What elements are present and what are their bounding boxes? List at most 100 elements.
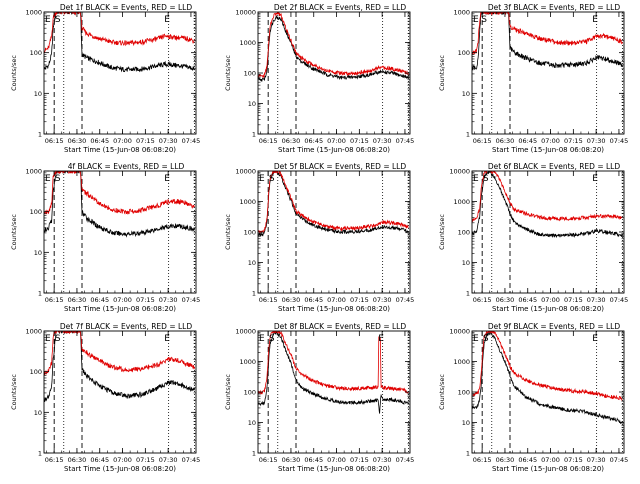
y-tick-label: 100 xyxy=(458,229,470,237)
x-tick-label: 07:30 xyxy=(373,137,392,145)
event-marker-label: E xyxy=(259,334,265,344)
x-tick-label: 07:45 xyxy=(182,137,201,145)
y-tick-label: 10 xyxy=(462,90,470,98)
lld-series-line xyxy=(258,331,409,395)
y-tick-label: 1000 xyxy=(25,9,42,17)
x-tick-label: 07:45 xyxy=(396,137,415,145)
y-tick-label: 10 xyxy=(34,249,42,257)
x-axis-label: Start Time (15-Jun-08 06:08:20) xyxy=(492,465,604,473)
y-axis-label: Counts/sec xyxy=(10,374,18,410)
x-tick-label: 07:00 xyxy=(327,296,346,304)
x-tick-label: 07:45 xyxy=(396,456,415,464)
x-tick-label: 06:30 xyxy=(282,456,301,464)
x-axis-label: Start Time (15-Jun-08 06:08:20) xyxy=(278,146,390,154)
x-tick-label: 07:45 xyxy=(182,456,201,464)
x-tick-label: 06:30 xyxy=(496,137,515,145)
x-tick-label: 06:15 xyxy=(259,137,278,145)
panel-title: Det 1f BLACK = Events, RED = LLD xyxy=(60,3,193,12)
events-series-line xyxy=(258,331,409,414)
x-tick-label: 06:45 xyxy=(304,137,323,145)
x-tick-label: 06:15 xyxy=(259,456,278,464)
panel-title: Det 9f BLACK = Events, RED = LLD xyxy=(488,322,621,331)
event-marker-label: E xyxy=(378,334,384,344)
event-marker-label: E xyxy=(164,15,170,25)
event-marker-label: E xyxy=(592,334,598,344)
events-series-line xyxy=(472,12,623,71)
event-marker-label: E xyxy=(164,334,170,344)
x-tick-label: 06:30 xyxy=(68,137,87,145)
y-tick-label: 1000 xyxy=(453,9,470,17)
x-tick-label: 06:45 xyxy=(304,296,323,304)
y-tick-label: 10 xyxy=(462,419,470,427)
events-series-line xyxy=(258,171,409,237)
y-axis-label: Counts/sec xyxy=(224,374,232,410)
y-tick-label: 1 xyxy=(38,290,42,298)
event-marker-label: E xyxy=(45,334,51,344)
panel-title: Det 3f BLACK = Events, RED = LLD xyxy=(488,3,621,12)
y-tick-label: 10000 xyxy=(235,328,256,336)
y-tick-label: 100 xyxy=(30,208,42,216)
detector-panel-2: Det 2f BLACK = Events, RED = LLD 1 10 100 10… xyxy=(224,3,414,154)
y-tick-label: 1000 xyxy=(239,39,256,47)
event-marker-label: S xyxy=(481,15,487,25)
detector-panel-1: Det 1f BLACK = Events, RED = LLD 1 10 100 10… xyxy=(10,3,200,154)
lld-series-line xyxy=(472,171,623,223)
y-tick-label: 100 xyxy=(244,70,256,78)
event-marker-label: E xyxy=(592,174,598,184)
event-marker-label: S xyxy=(269,174,275,184)
y-tick-label: 100 xyxy=(458,49,470,57)
y-tick-label: 10000 xyxy=(235,168,256,176)
x-tick-label: 07:15 xyxy=(136,137,155,145)
x-tick-label: 06:30 xyxy=(282,296,301,304)
x-axis-label: Start Time (15-Jun-08 06:08:20) xyxy=(278,305,390,313)
y-tick-label: 1000 xyxy=(453,198,470,206)
y-tick-label: 1000 xyxy=(25,328,42,336)
x-tick-label: 07:00 xyxy=(327,456,346,464)
y-tick-label: 10 xyxy=(248,259,256,267)
event-marker-label: E xyxy=(473,174,479,184)
plot-frame xyxy=(43,330,197,454)
x-tick-label: 07:45 xyxy=(396,296,415,304)
event-marker-label: S xyxy=(483,334,489,344)
panel-title: Det 8f BLACK = Events, RED = LLD xyxy=(274,322,407,331)
panel-title: 4f BLACK = Events, RED = LLD xyxy=(68,162,185,171)
x-tick-label: 07:15 xyxy=(350,296,369,304)
y-tick-label: 1 xyxy=(252,290,256,298)
panel-title: Det 6f BLACK = Events, RED = LLD xyxy=(488,162,621,171)
x-tick-label: 06:45 xyxy=(304,456,323,464)
x-tick-label: 07:00 xyxy=(541,296,560,304)
plot-frame xyxy=(257,330,411,454)
x-tick-label: 06:15 xyxy=(473,137,492,145)
x-axis-label: Start Time (15-Jun-08 06:08:20) xyxy=(64,465,176,473)
x-tick-label: 06:30 xyxy=(496,296,515,304)
events-series-line xyxy=(472,331,623,425)
y-tick-label: 10 xyxy=(34,90,42,98)
x-tick-label: 06:15 xyxy=(45,296,64,304)
x-tick-label: 06:45 xyxy=(518,456,537,464)
x-axis-label: Start Time (15-Jun-08 06:08:20) xyxy=(64,146,176,154)
events-series-line xyxy=(472,171,623,238)
y-tick-label: 10000 xyxy=(235,9,256,17)
x-tick-label: 07:00 xyxy=(327,137,346,145)
detector-panel-8: Det 8f BLACK = Events, RED = LLD 1 10 100 10… xyxy=(224,322,414,473)
event-marker-label: S xyxy=(269,334,275,344)
x-tick-label: 06:30 xyxy=(282,137,301,145)
event-marker-label: E xyxy=(45,174,51,184)
event-marker-label: E xyxy=(592,15,598,25)
y-tick-label: 100 xyxy=(30,368,42,376)
lld-series-line xyxy=(258,171,409,235)
x-tick-label: 07:00 xyxy=(113,456,132,464)
y-tick-label: 1 xyxy=(38,450,42,458)
plot-frame xyxy=(43,170,197,294)
x-tick-label: 07:30 xyxy=(587,296,606,304)
event-marker-label: S xyxy=(483,174,489,184)
x-tick-label: 07:30 xyxy=(373,296,392,304)
y-tick-label: 1 xyxy=(252,131,256,139)
x-tick-label: 06:30 xyxy=(496,456,515,464)
detector-panel-6: Det 6f BLACK = Events, RED = LLD 1 10 100 10… xyxy=(438,162,628,313)
x-tick-label: 07:15 xyxy=(136,296,155,304)
y-axis-label: Counts/sec xyxy=(438,55,446,91)
event-marker-label: E xyxy=(259,174,265,184)
